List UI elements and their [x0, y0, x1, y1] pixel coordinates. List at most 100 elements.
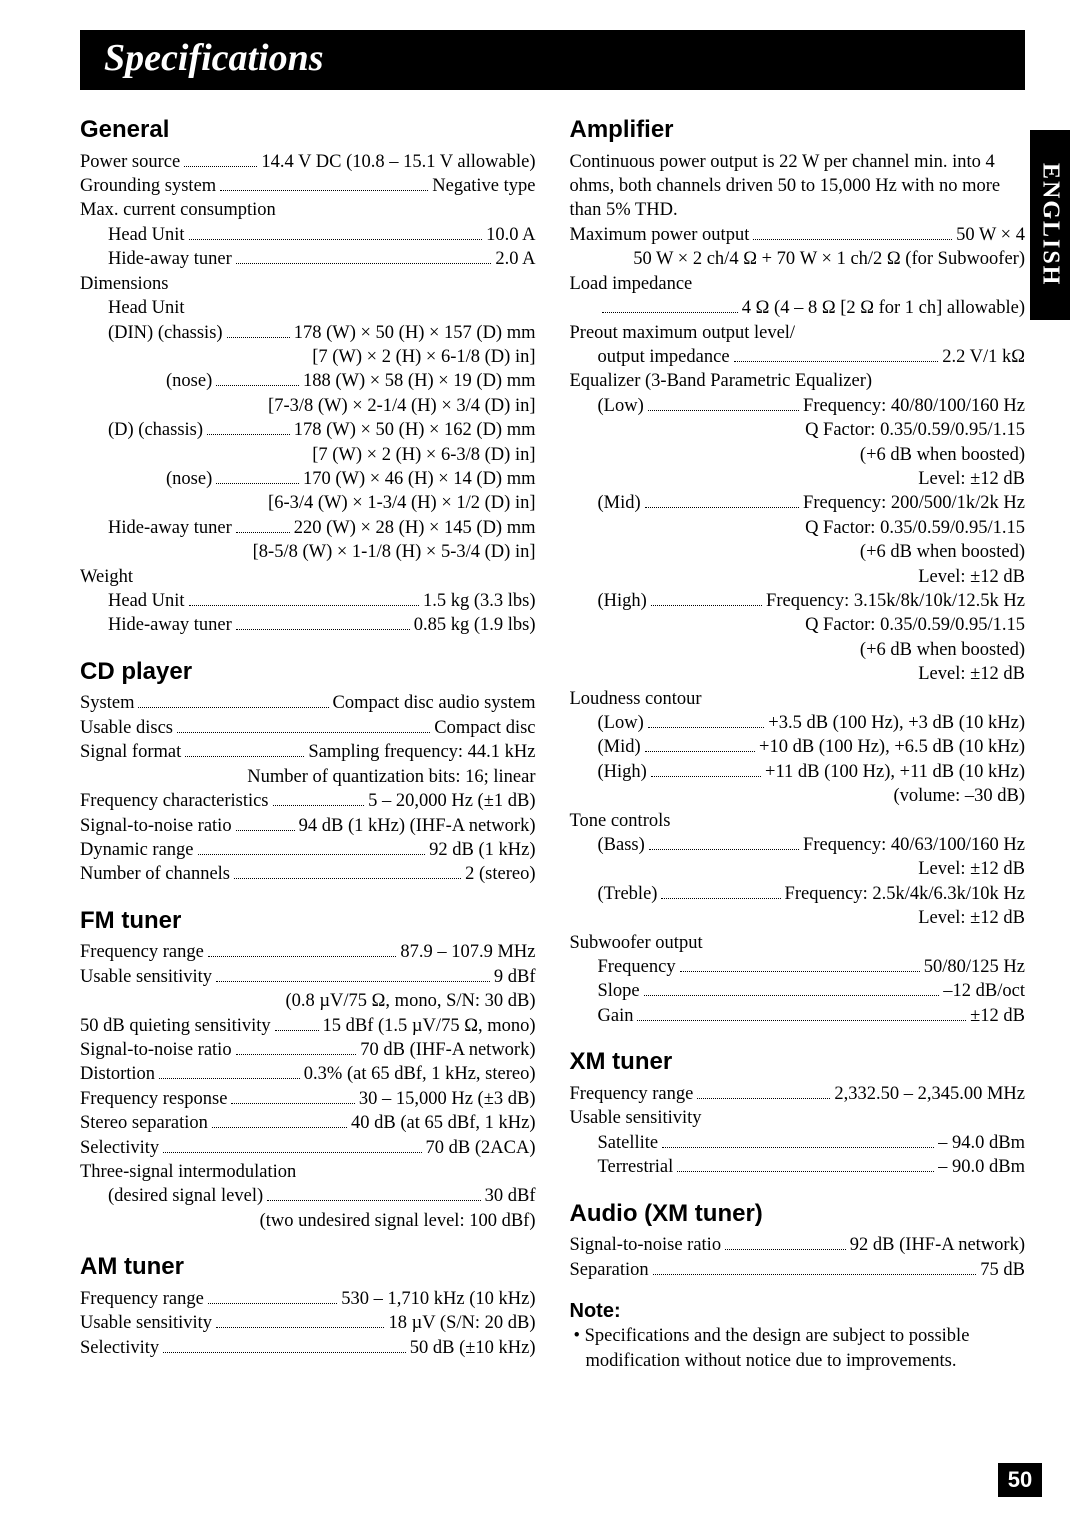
spec-value: 2.0 A	[495, 247, 535, 271]
leader-dots	[236, 532, 290, 533]
cd-heading: CD player	[80, 656, 536, 688]
leader-dots	[198, 854, 426, 855]
general-heading: General	[80, 114, 536, 146]
spec-value: 18 µV (S/N: 20 dB)	[388, 1311, 535, 1335]
spec-row: Frequency characteristics5 – 20,000 Hz (…	[80, 789, 536, 813]
spec-value: +11 dB (100 Hz), +11 dB (10 kHz)	[765, 760, 1025, 784]
spec-value: 50 dB (±10 kHz)	[410, 1336, 536, 1360]
spec-row: Frequency response 30 – 15,000 Hz (±3 dB)	[80, 1087, 536, 1111]
spec-row: Head Unit1.5 kg (3.3 lbs)	[80, 589, 536, 613]
spec-value: 178 (W) × 50 (H) × 157 (D) mm	[294, 321, 536, 345]
spec-value: 1.5 kg (3.3 lbs)	[423, 589, 536, 613]
spec-label: Dynamic range	[80, 838, 194, 862]
spec-line: (two undesired signal level: 100 dBf)	[80, 1209, 536, 1233]
spec-value: Compact disc audio system	[333, 691, 536, 715]
spec-line: Equalizer (3-Band Parametric Equalizer)	[570, 369, 1026, 393]
spec-value: 94 dB (1 kHz) (IHF-A network)	[299, 814, 536, 838]
spec-value: 30 dBf	[485, 1184, 536, 1208]
spec-row: (DIN) (chassis) 178 (W) × 50 (H) × 157 (D…	[80, 321, 536, 345]
spec-line: 50 W × 2 ch/4 Ω + 70 W × 1 ch/2 Ω (for S…	[570, 247, 1026, 271]
spec-label: (High)	[598, 760, 647, 784]
spec-row: Signal-to-noise ratio 94 dB (1 kHz) (IHF-…	[80, 814, 536, 838]
spec-label: (Low)	[598, 711, 644, 735]
spec-value: 170 (W) × 46 (H) × 14 (D) mm	[303, 467, 536, 491]
leader-dots	[649, 849, 799, 850]
spec-label: output impedance	[598, 345, 730, 369]
spec-line: (+6 dB when boosted)	[570, 443, 1026, 467]
spec-label: Hide-away tuner	[108, 247, 232, 271]
spec-label: Frequency characteristics	[80, 789, 269, 813]
spec-label: Separation	[570, 1258, 649, 1282]
spec-line: Weight	[80, 565, 536, 589]
spec-label: (nose)	[136, 369, 212, 393]
spec-value: 9 dBf	[494, 965, 536, 989]
spec-line: [7 (W) × 2 (H) × 6-1/8 (D) in]	[80, 345, 536, 369]
spec-row: Selectivity50 dB (±10 kHz)	[80, 1336, 536, 1360]
spec-line: Loudness contour	[570, 687, 1026, 711]
spec-row: (desired signal level)30 dBf	[80, 1184, 536, 1208]
spec-value: Frequency: 3.15k/8k/10k/12.5k Hz	[766, 589, 1025, 613]
spec-value: Negative type	[432, 174, 535, 198]
spec-value: Compact disc	[434, 716, 535, 740]
spec-row: (Mid)+10 dB (100 Hz), +6.5 dB (10 kHz)	[570, 735, 1026, 759]
am-heading: AM tuner	[80, 1251, 536, 1283]
spec-value: 40 dB (at 65 dBf, 1 kHz)	[351, 1111, 535, 1135]
spec-row: Hide-away tuner 2.0 A	[80, 247, 536, 271]
spec-row: Number of channels2 (stereo)	[80, 862, 536, 886]
leader-dots	[212, 1127, 347, 1128]
amplifier-heading: Amplifier	[570, 114, 1026, 146]
spec-row: Distortion0.3% (at 65 dBf, 1 kHz, stereo…	[80, 1062, 536, 1086]
spec-label: (DIN) (chassis)	[108, 321, 223, 345]
spec-value: – 90.0 dBm	[938, 1155, 1025, 1179]
leader-dots	[645, 751, 755, 752]
spec-line: Preout maximum output level/	[570, 321, 1026, 345]
spec-value: 50/80/125 Hz	[924, 955, 1025, 979]
spec-label: (D) (chassis)	[108, 418, 203, 442]
spec-line: Load impedance	[570, 272, 1026, 296]
leader-dots	[648, 410, 799, 411]
leader-dots	[185, 756, 304, 757]
spec-value: 0.85 kg (1.9 lbs)	[414, 613, 536, 637]
spec-label: Selectivity	[80, 1136, 159, 1160]
spec-label: Signal-to-noise ratio	[570, 1233, 722, 1257]
spec-label: Gain	[598, 1004, 634, 1028]
spec-row: Gain±12 dB	[570, 1004, 1026, 1028]
spec-value: – 94.0 dBm	[938, 1131, 1025, 1155]
left-column: General Power source14.4 V DC (10.8 – 15…	[80, 114, 536, 1373]
leader-dots	[227, 337, 290, 338]
spec-line: Max. current consumption	[80, 198, 536, 222]
leader-dots	[637, 1020, 966, 1021]
spec-row: (Treble)Frequency: 2.5k/4k/6.3k/10k Hz	[570, 882, 1026, 906]
leader-dots	[734, 361, 939, 362]
spec-line: Usable sensitivity	[570, 1106, 1026, 1130]
spec-label: Frequency response	[80, 1087, 227, 1111]
spec-row: Dynamic range92 dB (1 kHz)	[80, 838, 536, 862]
spec-line: (0.8 µV/75 Ω, mono, S/N: 30 dB)	[80, 989, 536, 1013]
spec-line: [6-3/4 (W) × 1-3/4 (H) × 1/2 (D) in]	[80, 491, 536, 515]
spec-value: Sampling frequency: 44.1 kHz	[308, 740, 535, 764]
spec-label: System	[80, 691, 134, 715]
spec-label: (Mid)	[598, 735, 641, 759]
leader-dots	[273, 805, 365, 806]
spec-label: Signal-to-noise ratio	[80, 814, 232, 838]
spec-value: 10.0 A	[486, 223, 535, 247]
spec-value: Frequency: 200/500/1k/2k Hz	[803, 491, 1025, 515]
leader-dots	[163, 1152, 421, 1153]
fm-heading: FM tuner	[80, 905, 536, 937]
spec-value: 2.2 V/1 kΩ	[942, 345, 1025, 369]
spec-line: Three-signal intermodulation	[80, 1160, 536, 1184]
spec-row: Frequency range2,332.50 – 2,345.00 MHz	[570, 1082, 1026, 1106]
spec-value: Frequency: 40/80/100/160 Hz	[803, 394, 1025, 418]
spec-row: Terrestrial– 90.0 dBm	[570, 1155, 1026, 1179]
leader-dots	[644, 995, 940, 996]
leader-dots	[661, 898, 780, 899]
page-number: 50	[998, 1463, 1042, 1497]
spec-row: Hide-away tuner220 (W) × 28 (H) × 145 (D…	[80, 516, 536, 540]
leader-dots	[645, 507, 799, 508]
spec-line: (volume: –30 dB)	[570, 784, 1026, 808]
spec-label: Head Unit	[108, 223, 185, 247]
spec-line: Dimensions	[80, 272, 536, 296]
spec-line: (+6 dB when boosted)	[570, 540, 1026, 564]
spec-row: Usable discsCompact disc	[80, 716, 536, 740]
spec-value: 30 – 15,000 Hz (±3 dB)	[359, 1087, 536, 1111]
